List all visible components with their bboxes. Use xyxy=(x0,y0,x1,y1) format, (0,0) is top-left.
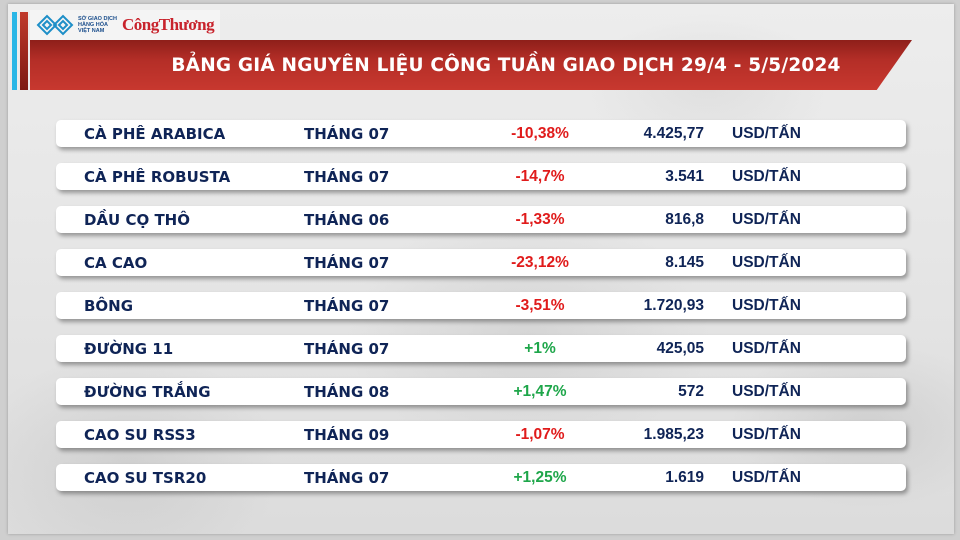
contract-month: THÁNG 08 xyxy=(304,383,390,401)
unit: USD/TẤN xyxy=(732,297,801,314)
contract-month: THÁNG 07 xyxy=(304,254,390,272)
infographic-frame: SỞ GIAO DỊCH HÀNG HÓA VIỆT NAM CôngThươn… xyxy=(8,4,954,534)
exchange-name-line-3: VIỆT NAM xyxy=(78,28,105,34)
table-row: DẦU CỌ THÔ THÁNG 06 -1,33% 816,8 USD/TẤN xyxy=(56,206,906,233)
page-title: BẢNG GIÁ NGUYÊN LIỆU CÔNG TUẦN GIAO DỊCH… xyxy=(171,54,841,76)
brand-logo: CôngThương xyxy=(122,15,215,34)
contract-month: THÁNG 07 xyxy=(304,125,390,143)
price: 1.619 xyxy=(665,469,704,486)
title-banner: BẢNG GIÁ NGUYÊN LIỆU CÔNG TUẦN GIAO DỊCH… xyxy=(30,40,912,90)
weekly-change: -10,38% xyxy=(511,125,569,142)
exchange-name-line-2: HÀNG HÓA xyxy=(78,22,108,28)
commodity-name: CA CAO xyxy=(84,254,148,272)
price: 1.720,93 xyxy=(643,297,704,314)
price: 572 xyxy=(678,383,704,400)
price: 8.145 xyxy=(665,254,704,271)
unit: USD/TẤN xyxy=(732,168,801,185)
table-row: CÀ PHÊ ROBUSTA THÁNG 07 -14,7% 3.541 USD… xyxy=(56,163,906,190)
unit: USD/TẤN xyxy=(732,125,801,142)
contract-month: THÁNG 07 xyxy=(304,340,390,358)
unit: USD/TẤN xyxy=(732,340,801,357)
weekly-change: -14,7% xyxy=(515,168,565,185)
table-row: ĐƯỜNG TRẮNG THÁNG 08 +1,47% 572 USD/TẤN xyxy=(56,378,906,405)
commodity-name: ĐƯỜNG TRẮNG xyxy=(84,383,211,401)
unit: USD/TẤN xyxy=(732,426,801,443)
price: 425,05 xyxy=(656,340,704,357)
commodity-name: CÀ PHÊ ROBUSTA xyxy=(84,168,231,186)
price: 816,8 xyxy=(665,211,704,228)
commodity-name: DẦU CỌ THÔ xyxy=(84,211,190,229)
accent-stripe-blue xyxy=(12,12,17,90)
exchange-logo-icon xyxy=(36,14,74,36)
weekly-change: -23,12% xyxy=(511,254,569,271)
table-row: CAO SU RSS3 THÁNG 09 -1,07% 1.985,23 USD… xyxy=(56,421,906,448)
contract-month: THÁNG 09 xyxy=(304,426,390,444)
commodity-name: ĐƯỜNG 11 xyxy=(84,340,174,358)
table-row: BÔNG THÁNG 07 -3,51% 1.720,93 USD/TẤN xyxy=(56,292,906,319)
exchange-name: SỞ GIAO DỊCH HÀNG HÓA VIỆT NAM xyxy=(78,16,118,34)
table-row: ĐƯỜNG 11 THÁNG 07 +1% 425,05 USD/TẤN xyxy=(56,335,906,362)
table-row: CÀ PHÊ ARABICA THÁNG 07 -10,38% 4.425,77… xyxy=(56,120,906,147)
commodity-name: CÀ PHÊ ARABICA xyxy=(84,125,226,143)
unit: USD/TẤN xyxy=(732,211,801,228)
weekly-change: +1,47% xyxy=(513,383,567,400)
weekly-change: -1,33% xyxy=(515,211,565,228)
price: 3.541 xyxy=(665,168,704,185)
contract-month: THÁNG 07 xyxy=(304,168,390,186)
accent-stripe-red xyxy=(20,12,28,90)
weekly-change: +1% xyxy=(524,340,556,357)
logo-bar: SỞ GIAO DỊCH HÀNG HÓA VIỆT NAM CôngThươn… xyxy=(30,10,220,40)
unit: USD/TẤN xyxy=(732,254,801,271)
contract-month: THÁNG 07 xyxy=(304,469,390,487)
commodity-name: BÔNG xyxy=(84,297,134,315)
commodity-name: CAO SU RSS3 xyxy=(84,426,196,444)
commodity-name: CAO SU TSR20 xyxy=(84,469,207,487)
contract-month: THÁNG 07 xyxy=(304,297,390,315)
contract-month: THÁNG 06 xyxy=(304,211,390,229)
exchange-name-line-1: SỞ GIAO DỊCH xyxy=(78,16,117,22)
unit: USD/TẤN xyxy=(732,383,801,400)
table-row: CAO SU TSR20 THÁNG 07 +1,25% 1.619 USD/T… xyxy=(56,464,906,491)
table-row: CA CAO THÁNG 07 -23,12% 8.145 USD/TẤN xyxy=(56,249,906,276)
weekly-change: -3,51% xyxy=(515,297,565,314)
weekly-change: -1,07% xyxy=(515,426,565,443)
price: 4.425,77 xyxy=(643,125,704,142)
price: 1.985,23 xyxy=(643,426,704,443)
unit: USD/TẤN xyxy=(732,469,801,486)
weekly-change: +1,25% xyxy=(513,469,567,486)
